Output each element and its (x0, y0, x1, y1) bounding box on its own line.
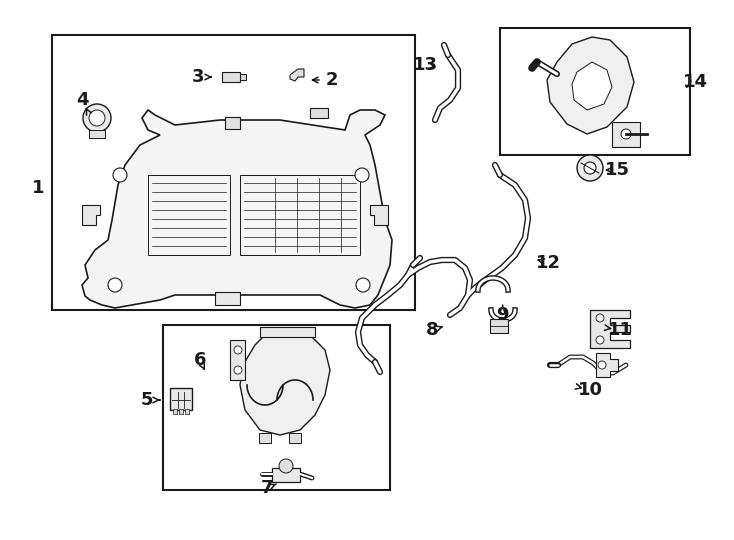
Bar (289, 433, 301, 443)
Bar (170, 388, 192, 410)
Polygon shape (612, 122, 640, 147)
Circle shape (234, 366, 242, 374)
Text: 6: 6 (194, 351, 206, 369)
Bar (222, 72, 240, 82)
Bar (163, 325, 390, 490)
Circle shape (596, 336, 604, 344)
Text: 11: 11 (608, 321, 633, 339)
Text: 9: 9 (495, 306, 508, 324)
Polygon shape (230, 340, 245, 380)
Polygon shape (547, 37, 634, 134)
Text: 4: 4 (76, 91, 88, 109)
Text: 1: 1 (32, 179, 44, 197)
Polygon shape (590, 310, 630, 348)
Text: 7: 7 (261, 479, 273, 497)
Circle shape (621, 129, 631, 139)
Circle shape (113, 168, 127, 182)
Circle shape (596, 314, 604, 322)
Bar (52, 35, 415, 310)
Text: 14: 14 (683, 73, 708, 91)
Text: 13: 13 (413, 56, 437, 74)
Bar (500, 28, 690, 155)
Text: 5: 5 (141, 391, 153, 409)
Bar (179, 409, 183, 414)
Bar (185, 409, 189, 414)
Polygon shape (82, 205, 100, 225)
Polygon shape (82, 110, 392, 308)
Bar (225, 117, 240, 129)
Circle shape (355, 168, 369, 182)
Circle shape (356, 278, 370, 292)
Polygon shape (290, 69, 304, 81)
Text: 2: 2 (326, 71, 338, 89)
Circle shape (83, 104, 111, 132)
Circle shape (279, 459, 293, 473)
Text: 12: 12 (536, 254, 561, 272)
Bar (272, 468, 300, 482)
Bar (89, 130, 105, 138)
Text: 10: 10 (578, 381, 603, 399)
Circle shape (598, 361, 606, 369)
Bar (259, 433, 271, 443)
Polygon shape (596, 353, 618, 377)
Text: 8: 8 (426, 321, 438, 339)
Bar (240, 74, 246, 80)
Polygon shape (370, 205, 388, 225)
Polygon shape (572, 62, 612, 110)
Circle shape (584, 162, 596, 174)
Bar (490, 319, 508, 333)
Circle shape (234, 346, 242, 354)
Polygon shape (240, 330, 330, 435)
Circle shape (108, 278, 122, 292)
Bar (173, 409, 177, 414)
Circle shape (577, 155, 603, 181)
Polygon shape (260, 327, 315, 337)
Circle shape (89, 110, 105, 126)
Bar (310, 108, 328, 118)
Text: 3: 3 (192, 68, 204, 86)
Text: 15: 15 (605, 161, 630, 179)
Polygon shape (215, 292, 240, 305)
